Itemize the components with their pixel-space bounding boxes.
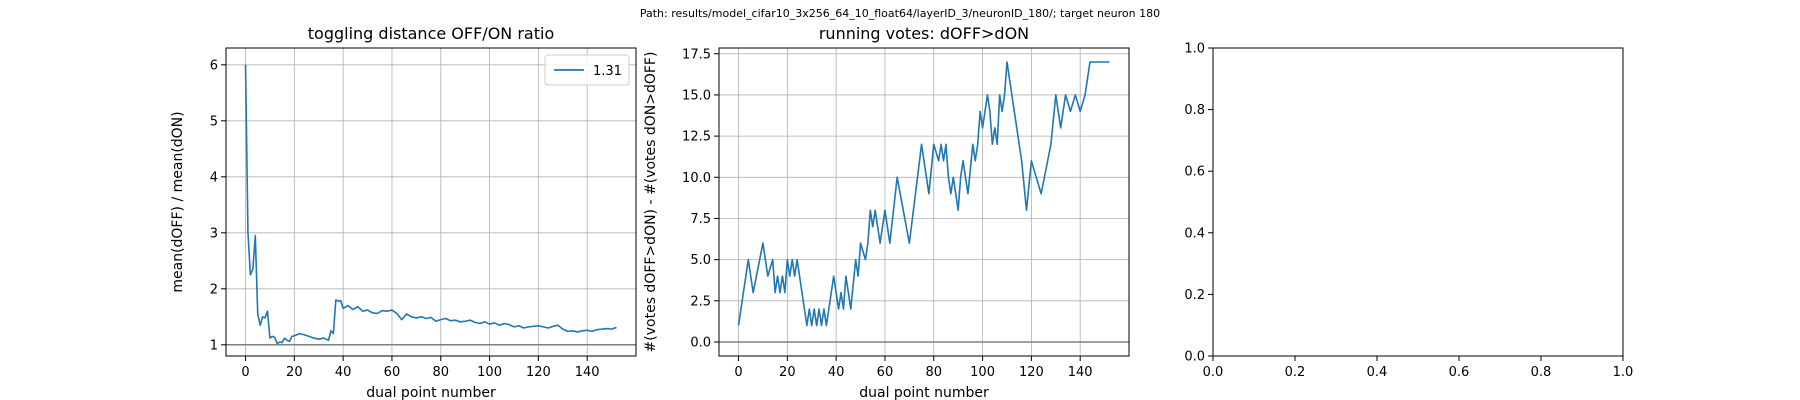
y-tick-label: 1.0 (1184, 42, 1205, 57)
x-tick-label: 0.6 (1449, 365, 1470, 380)
plot-running-votes: 0 20 40 60 80 100 120 140 0.0 2.5 5.0 7.5 10.0 12.5 15… (643, 24, 1130, 400)
x-tick-label: 60 (877, 365, 894, 380)
x-tick-label: 0.8 (1531, 365, 1552, 380)
x-tick-label: 20 (779, 365, 796, 380)
y-tick-label: 0.0 (690, 336, 711, 351)
y-tick-label: 5.0 (690, 253, 711, 268)
y-tick-label: 5 (210, 114, 218, 129)
y-tick-label: 0.6 (1184, 165, 1205, 180)
x-tick-label: 120 (1019, 365, 1044, 380)
y-tick-label: 7.5 (690, 212, 711, 227)
y-tick-label: 2.5 (690, 294, 711, 309)
y-tick-label: 12.5 (682, 130, 711, 145)
y-tick-label: 6 (210, 58, 218, 73)
plot-toggling-distance-ratio: 0 20 40 60 80 100 120 140 1 2 3 4 5 6 toggling distanc… (170, 24, 637, 400)
figure-suptitle: Path: results/model_cifar10_3x256_64_10_… (639, 7, 1161, 20)
x-tick-label: 80 (432, 365, 449, 380)
y-tick-label: 0.4 (1184, 226, 1205, 241)
y-tick-label: 10.0 (682, 171, 711, 186)
series-line (737, 61, 1110, 327)
x-axis-label: dual point number (366, 385, 496, 400)
x-tick-label: 20 (286, 365, 303, 380)
x-axis-label: dual point number (859, 385, 989, 400)
legend-label: 1.31 (593, 64, 622, 79)
y-axis-label: #(votes dOFF>dON) - #(votes dON>dOFF) (643, 52, 659, 353)
y-tick-label: 15.0 (682, 88, 711, 103)
y-tick-label: 1 (210, 338, 218, 353)
x-tick-label: 100 (477, 365, 502, 380)
axes-frame (225, 47, 637, 357)
y-tick-label: 4 (210, 170, 218, 185)
x-tick-label: 40 (828, 365, 845, 380)
y-tick-label: 0.8 (1184, 103, 1205, 118)
y-tick-label: 0.2 (1184, 288, 1205, 303)
legend-box (544, 54, 630, 86)
y-axis-label: mean(dOFF) / mean(dON) (170, 111, 186, 292)
y-tick-label: 0.0 (1184, 350, 1205, 365)
axes-title: running votes: dOFF>dON (819, 24, 1029, 43)
axes-title: toggling distance OFF/ON ratio (308, 24, 554, 43)
x-tick-label: 0 (734, 365, 742, 380)
axes-frame (1212, 47, 1624, 357)
x-tick-label: 120 (526, 365, 551, 380)
axes-frame (718, 47, 1130, 357)
y-tick-label: 2 (210, 282, 218, 297)
x-tick-label: 140 (575, 365, 600, 380)
x-tick-label: 0.0 (1203, 365, 1224, 380)
y-tick-label: 3 (210, 226, 218, 241)
x-tick-label: 0.2 (1285, 365, 1306, 380)
x-tick-label: 1.0 (1613, 365, 1634, 380)
x-tick-label: 0.4 (1367, 365, 1388, 380)
x-tick-label: 60 (384, 365, 401, 380)
y-tick-label: 17.5 (682, 47, 711, 62)
x-tick-label: 100 (970, 365, 995, 380)
x-tick-label: 40 (335, 365, 352, 380)
x-tick-label: 0 (241, 365, 249, 380)
series-line (244, 64, 617, 345)
x-tick-label: 80 (925, 365, 942, 380)
x-tick-label: 140 (1068, 365, 1093, 380)
plot-empty-axes: 0.0 0.2 0.4 0.6 0.8 1.0 0.0 0.2 0.4 0.6 0.8 1.0 (1184, 42, 1633, 381)
